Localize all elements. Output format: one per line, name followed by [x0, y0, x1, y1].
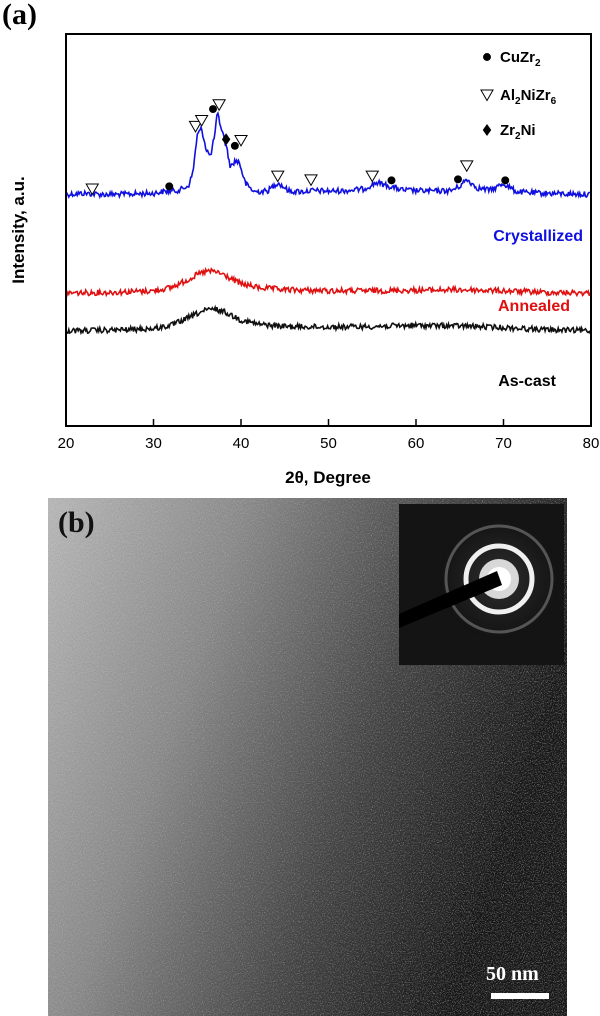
- series-label-crystallized: Crystallized: [493, 228, 583, 245]
- legend-entry: CuZr2: [500, 49, 541, 69]
- peak-marker-open-triangle-down: [212, 99, 227, 112]
- peak-marker-open-triangle-down: [459, 160, 474, 173]
- legend-marker-filled-circle: [483, 53, 491, 61]
- peak-marker-open-triangle-down: [188, 120, 203, 133]
- peak-marker-filled-circle: [454, 175, 462, 184]
- x-tick-label: 30: [145, 435, 162, 452]
- peak-marker-filled-circle: [387, 176, 396, 185]
- x-tick-label: 80: [583, 435, 600, 452]
- peak-marker-filled-circle: [230, 141, 239, 150]
- peak-marker-open-triangle-down: [270, 170, 285, 183]
- x-tick-label: 20: [58, 435, 75, 452]
- peak-marker-open-triangle-down: [194, 114, 209, 127]
- y-axis-label: Intensity, a.u.: [9, 176, 28, 283]
- scale-bar: [491, 993, 549, 999]
- panel-a-label: (a): [2, 0, 37, 31]
- series-line-as-cast: [65, 304, 592, 336]
- panel-b-label: (b): [58, 506, 95, 539]
- xrd-chart: Crystallized Annealed As-cast 20 30 40 50 60 70…: [9, 33, 600, 487]
- tem-micrograph: [48, 498, 567, 1016]
- x-tick-label: 60: [408, 435, 425, 452]
- peak-marker-filled-diamond: [221, 133, 231, 146]
- peak-marker-filled-circle: [501, 176, 510, 185]
- peak-marker-open-triangle-down: [304, 174, 318, 187]
- legend-marker-filled-diamond: [482, 123, 492, 137]
- x-tick-label: 40: [233, 435, 250, 452]
- scale-bar-label: 50 nm: [486, 963, 539, 985]
- series-label-annealed: Annealed: [498, 298, 570, 315]
- series-line-crystallized: [65, 111, 592, 200]
- legend-entry: Zr2Ni: [500, 122, 536, 142]
- series-label-as-cast: As-cast: [498, 373, 556, 390]
- peak-marker-filled-circle: [165, 182, 174, 191]
- x-tick-label: 50: [320, 435, 337, 452]
- diffraction-inset: [399, 504, 564, 665]
- series-line-annealed: [65, 266, 592, 298]
- legend-entry: Al2NiZr6: [500, 87, 557, 107]
- peak-marker-open-triangle-down: [85, 183, 100, 196]
- x-axis-label: 2θ, Degree: [285, 468, 371, 487]
- peak-marker-filled-circle: [209, 105, 217, 114]
- legend-marker-open-triangle-down: [480, 89, 494, 102]
- peak-marker-open-triangle-down: [234, 134, 248, 147]
- peak-marker-open-triangle-down: [365, 170, 380, 183]
- x-tick-label: 70: [495, 435, 512, 452]
